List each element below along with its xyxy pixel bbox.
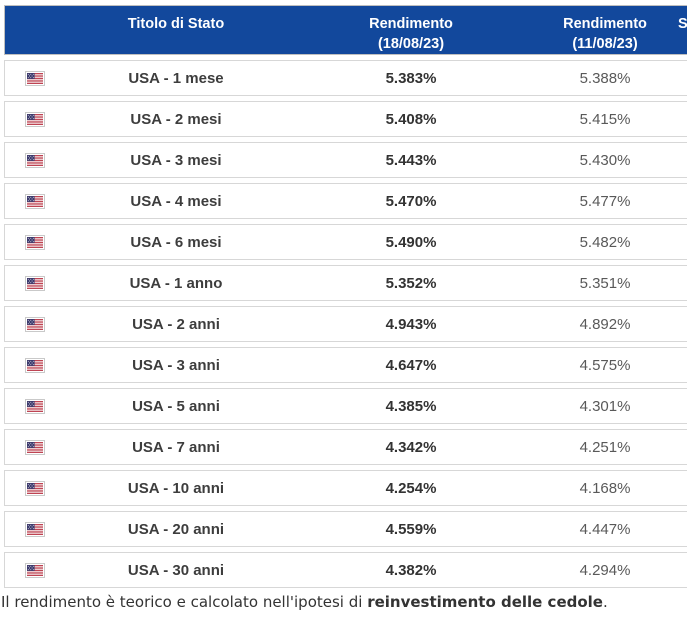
yield-previous: 5.415% (579, 110, 631, 128)
table-row: USA - 3 anni 4.647% 4.575% (4, 347, 687, 383)
flag-cell (5, 234, 65, 250)
flag-cell (5, 480, 65, 496)
yield-current: 5.408% (385, 110, 437, 128)
footnote-text: Il rendimento è teorico e calcolato nell… (1, 593, 368, 611)
header-rendimento-2-line2: (11/08/23) (572, 36, 638, 52)
usa-flag-icon (25, 562, 45, 578)
bond-name: USA - 7 anni (132, 438, 220, 456)
table-row: USA - 30 anni 4.382% 4.294% (4, 552, 687, 588)
yield-previous: 4.892% (579, 315, 631, 333)
yield-previous: 4.301% (579, 397, 631, 415)
footnote: Il rendimento è teorico e calcolato nell… (1, 593, 608, 611)
bond-name: USA - 2 anni (132, 315, 220, 333)
bond-name: USA - 30 anni (127, 561, 225, 579)
usa-flag-icon (25, 398, 45, 414)
usa-flag-icon (25, 193, 45, 209)
header-rendimento-11-08-23: Rendimento (11/08/23) (535, 6, 675, 54)
bond-name: USA - 20 anni (127, 520, 225, 538)
yield-previous: 5.482% (579, 233, 631, 251)
usa-flag-icon (25, 439, 45, 455)
usa-flag-icon (25, 70, 45, 86)
yield-previous: 5.477% (579, 192, 631, 210)
table-body: USA - 1 mese 5.383% 5.388% (4, 60, 687, 588)
usa-flag-icon (25, 480, 45, 496)
header-rendimento-1-line2: (18/08/23) (377, 36, 445, 52)
usa-flag-icon (25, 152, 45, 168)
table-row: USA - 10 anni 4.254% 4.168% (4, 470, 687, 506)
yield-previous: 5.388% (579, 69, 631, 87)
flag-cell (5, 357, 65, 373)
flag-cell (5, 521, 65, 537)
bond-name: USA - 1 anno (129, 274, 223, 292)
yield-previous: 4.575% (579, 356, 631, 374)
yield-current: 4.385% (385, 397, 437, 415)
table-row: USA - 6 mesi 5.490% 5.482% (4, 224, 687, 260)
yield-current: 4.559% (385, 520, 437, 538)
usa-flag-icon (25, 357, 45, 373)
bond-name: USA - 5 anni (132, 397, 220, 415)
yield-previous: 4.447% (579, 520, 631, 538)
yield-previous: 5.351% (579, 274, 631, 292)
table-header-row: Titolo di Stato Rendimento (18/08/23) Ren… (4, 5, 687, 55)
yield-current: 5.443% (385, 151, 437, 169)
usa-flag-icon (25, 111, 45, 127)
flag-cell (5, 193, 65, 209)
yield-current: 5.352% (385, 274, 437, 292)
table-row: USA - 7 anni 4.342% 4.251% (4, 429, 687, 465)
yield-current: 4.254% (385, 479, 437, 497)
flag-cell (5, 439, 65, 455)
table-row: USA - 5 anni 4.385% 4.301% (4, 388, 687, 424)
footnote-bold-text: reinvestimento delle cedole (367, 593, 603, 611)
flag-cell (5, 111, 65, 127)
bond-name: USA - 4 mesi (130, 192, 222, 210)
flag-cell (5, 316, 65, 332)
bond-name: USA - 2 mesi (130, 110, 222, 128)
footnote-period: . (602, 593, 608, 611)
header-rendimento-1-line1: Rendimento (369, 16, 453, 32)
table-row: USA - 1 mese 5.383% 5.388% (4, 60, 687, 96)
flag-cell (5, 275, 65, 291)
usa-flag-icon (25, 275, 45, 291)
table-row: USA - 2 mesi 5.408% 5.415% (4, 101, 687, 137)
bond-name: USA - 1 mese (128, 69, 224, 87)
usa-flag-icon (25, 521, 45, 537)
table-row: USA - 3 mesi 5.443% 5.430% (4, 142, 687, 178)
header-rendimento-18-08-23: Rendimento (18/08/23) (287, 6, 535, 54)
table-row: USA - 2 anni 4.943% 4.892% (4, 306, 687, 342)
header-spread-truncated: S (678, 16, 687, 32)
table-row: USA - 4 mesi 5.470% 5.477% (4, 183, 687, 219)
yield-current: 4.943% (385, 315, 437, 333)
table-row: USA - 20 anni 4.559% 4.447% (4, 511, 687, 547)
flag-cell (5, 398, 65, 414)
usa-flag-icon (25, 316, 45, 332)
header-rendimento-2-line1: Rendimento (563, 16, 647, 32)
yield-current: 4.647% (385, 356, 437, 374)
header-flag-column (5, 6, 65, 54)
bond-name: USA - 3 mesi (130, 151, 222, 169)
yield-current: 5.470% (385, 192, 437, 210)
yield-previous: 4.251% (579, 438, 631, 456)
yield-current: 5.383% (385, 69, 437, 87)
yield-current: 5.490% (385, 233, 437, 251)
yield-current: 4.382% (385, 561, 437, 579)
flag-cell (5, 152, 65, 168)
yield-previous: 4.294% (579, 561, 631, 579)
yield-previous: 4.168% (579, 479, 631, 497)
bond-name: USA - 6 mesi (130, 233, 222, 251)
usa-flag-icon (25, 234, 45, 250)
government-bond-yields-table: Titolo di Stato Rendimento (18/08/23) Ren… (4, 5, 687, 588)
header-titolo-di-stato: Titolo di Stato (127, 16, 225, 32)
yield-current: 4.342% (385, 438, 437, 456)
yield-previous: 5.430% (579, 151, 631, 169)
flag-cell (5, 70, 65, 86)
flag-cell (5, 562, 65, 578)
table-row: USA - 1 anno 5.352% 5.351% (4, 265, 687, 301)
bond-name: USA - 10 anni (127, 479, 225, 497)
bond-name: USA - 3 anni (132, 356, 220, 374)
